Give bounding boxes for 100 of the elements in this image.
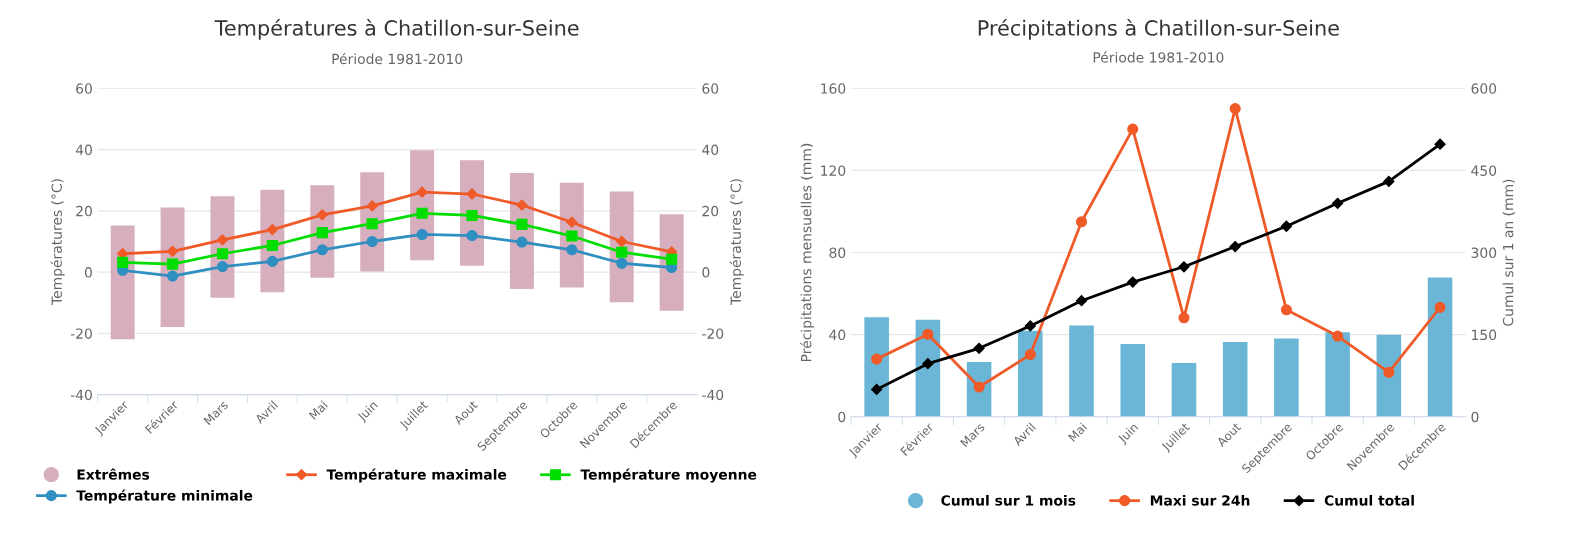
point xyxy=(316,209,328,221)
y-tick-label: 160 xyxy=(821,83,846,94)
legend-label: Maxi sur 24h xyxy=(1150,494,1250,506)
point xyxy=(366,235,378,248)
y-tick-label: 120 xyxy=(821,165,846,176)
point xyxy=(416,186,428,198)
chart-title: Précipitations à Chatillon-sur-Seine xyxy=(978,18,1339,40)
point xyxy=(516,218,528,230)
bar xyxy=(1274,338,1299,417)
point xyxy=(216,248,229,260)
point xyxy=(566,244,578,256)
point xyxy=(167,270,179,282)
point xyxy=(516,236,528,248)
point xyxy=(973,342,985,354)
point xyxy=(117,256,129,268)
point xyxy=(466,209,478,222)
point xyxy=(266,239,278,252)
y-tick-label: 60 xyxy=(76,83,92,94)
point xyxy=(616,257,628,269)
point xyxy=(216,261,229,273)
bar xyxy=(1120,344,1146,417)
legend-label: Extrêmes xyxy=(77,468,150,480)
chart-subtitle: Période 1981-2010 xyxy=(332,52,463,65)
y2-tick-label: 20 xyxy=(702,205,719,217)
legend-label: Température minimale xyxy=(76,489,253,504)
point xyxy=(1127,276,1139,288)
point xyxy=(1178,312,1190,324)
point xyxy=(466,230,478,242)
point xyxy=(1383,366,1395,378)
point xyxy=(1075,295,1088,307)
x-tick-label: Mai xyxy=(1067,422,1088,442)
y2-tick-label: 0 xyxy=(1471,411,1479,423)
point xyxy=(266,223,278,236)
point xyxy=(316,244,328,256)
point xyxy=(516,199,528,211)
x-tick-label: Juin xyxy=(1116,422,1141,446)
y-tick-label: 0 xyxy=(84,267,92,278)
bar xyxy=(1018,330,1043,417)
point xyxy=(1075,216,1088,228)
y2-tick-label: 150 xyxy=(1472,329,1497,341)
y2-tick-label: 0 xyxy=(702,267,710,278)
y-tick-label: 80 xyxy=(829,247,846,259)
point xyxy=(666,253,678,265)
x-tick-label: Mai xyxy=(308,400,328,420)
y2-axis-title: Cumul sur 1 an (mm) xyxy=(1502,179,1515,326)
point xyxy=(922,328,934,340)
y2-tick-label: 40 xyxy=(702,144,719,156)
point xyxy=(1434,138,1446,150)
chart-subtitle: Période 1981-2010 xyxy=(1093,51,1224,63)
bar xyxy=(1069,325,1094,417)
point xyxy=(566,216,578,228)
y2-tick-label: -40 xyxy=(702,389,724,401)
point xyxy=(1332,197,1344,209)
point xyxy=(566,230,578,242)
point xyxy=(1024,349,1036,361)
point xyxy=(1280,304,1292,316)
y-tick-label: 40 xyxy=(829,329,846,341)
point xyxy=(266,255,278,267)
y-tick-label: 40 xyxy=(75,144,92,156)
y2-tick-label: 60 xyxy=(702,83,719,94)
point xyxy=(616,235,628,248)
chart-title: Températures à Chatillon-sur-Seine xyxy=(214,18,579,40)
legend-label: Température maximale xyxy=(326,468,507,483)
point xyxy=(1332,330,1344,342)
point xyxy=(1280,220,1293,232)
y-tick-label: 20 xyxy=(76,205,92,217)
point xyxy=(1434,301,1446,313)
bar xyxy=(1427,277,1453,417)
point xyxy=(922,358,934,370)
bar xyxy=(864,317,889,417)
bar xyxy=(1325,332,1350,417)
point xyxy=(366,218,378,230)
point xyxy=(216,234,229,246)
y2-tick-label: 450 xyxy=(1471,165,1497,176)
point xyxy=(871,353,883,365)
y-tick-label: -20 xyxy=(70,328,92,339)
y-tick-label: 0 xyxy=(838,411,846,423)
point xyxy=(1178,261,1190,273)
point xyxy=(167,258,179,270)
point xyxy=(166,245,179,257)
point xyxy=(1383,175,1395,187)
y-axis-title: Températures (°C) xyxy=(50,179,65,306)
point xyxy=(366,200,378,212)
legend-label: Température moyenne xyxy=(580,468,757,483)
point xyxy=(316,227,328,239)
y2-tick-label: 600 xyxy=(1471,83,1497,94)
bar xyxy=(1171,362,1197,417)
bar xyxy=(1222,342,1248,417)
legend-label: Cumul sur 1 mois xyxy=(941,494,1076,506)
legend-label: Cumul total xyxy=(1324,494,1414,506)
point xyxy=(871,383,883,395)
point xyxy=(1229,240,1241,253)
y2-axis-title: Températures (°C) xyxy=(729,179,744,306)
point xyxy=(416,207,428,219)
point xyxy=(973,381,985,393)
point xyxy=(616,246,628,258)
y2-tick-label: 300 xyxy=(1471,247,1497,259)
y-tick-label: -40 xyxy=(70,389,92,401)
point xyxy=(1127,123,1139,135)
bar xyxy=(1376,334,1402,417)
